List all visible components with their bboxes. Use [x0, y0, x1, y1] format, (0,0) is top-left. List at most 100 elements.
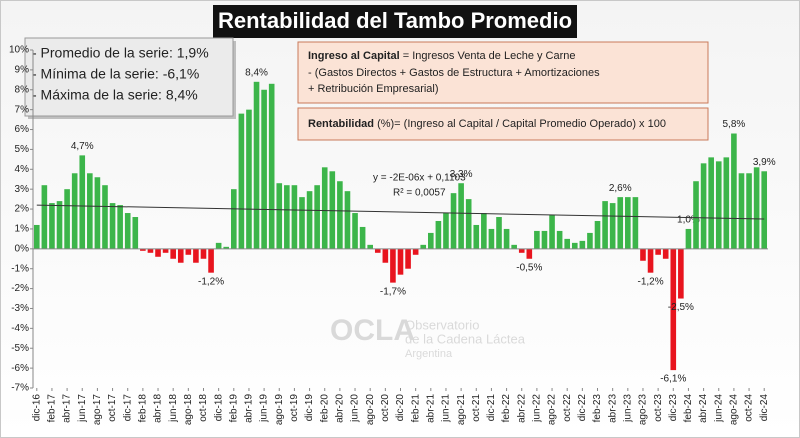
bar: [700, 163, 707, 249]
bar: [64, 189, 70, 249]
bar: [215, 242, 222, 249]
bar: [534, 230, 540, 249]
bar: [284, 185, 290, 249]
bar: [685, 228, 692, 249]
bar: [299, 197, 305, 249]
y-tick-label: -2%: [11, 283, 29, 294]
value-label: -2,5%: [668, 302, 694, 313]
bar: [458, 183, 464, 249]
x-tick-label: ago-17: [92, 394, 103, 426]
x-tick-label: oct-22: [562, 394, 573, 422]
y-tick-label: 5%: [15, 144, 30, 155]
y-tick-label: -3%: [11, 303, 29, 314]
bar: [321, 167, 328, 249]
formula-term: Ingreso al Capital: [308, 50, 400, 62]
bar: [337, 181, 343, 249]
x-tick-label: oct-17: [107, 394, 118, 422]
x-tick-label: feb-24: [683, 394, 694, 423]
bar: [306, 191, 313, 249]
bar: [276, 183, 283, 249]
bar: [49, 203, 55, 249]
bar: [268, 83, 275, 249]
bar: [397, 248, 404, 275]
bar: [594, 220, 601, 249]
x-tick-label: abr-23: [607, 394, 618, 423]
value-label: 3,9%: [753, 157, 776, 168]
bar: [450, 193, 457, 249]
bar: [587, 232, 593, 249]
stat: - Máxima de la serie: 8,4%: [32, 87, 198, 103]
bar: [496, 217, 502, 249]
bar: [170, 248, 176, 259]
bar: [208, 248, 214, 273]
trend-r2: R² = 0,0057: [393, 188, 446, 199]
bar: [678, 248, 684, 299]
trendline: [36, 204, 765, 220]
y-tick-label: 8%: [15, 84, 30, 95]
bar: [428, 232, 434, 249]
watermark-logo: OCLA: [330, 314, 415, 347]
x-tick-label: feb-19: [228, 394, 239, 423]
bar: [132, 217, 139, 249]
bar: [488, 228, 495, 249]
x-tick-label: ago-19: [274, 394, 285, 426]
x-tick-label: feb-20: [319, 394, 330, 423]
value-label: 5,8%: [723, 119, 746, 130]
x-tick-label: feb-18: [138, 394, 149, 423]
value-label: -0,5%: [516, 262, 542, 273]
bar: [253, 81, 260, 249]
bar: [246, 109, 252, 249]
y-tick-label: 1%: [15, 224, 30, 235]
bar: [564, 238, 571, 249]
x-tick-label: feb-22: [501, 394, 512, 423]
bar: [102, 185, 108, 249]
y-tick-label: 9%: [15, 65, 30, 76]
title-box: [213, 5, 577, 38]
x-tick-label: abr-22: [516, 394, 527, 423]
x-tick-label: dic-18: [213, 394, 224, 422]
definition-box: [297, 107, 709, 141]
bar: [71, 173, 78, 249]
formula-line: Ingreso al Capital = Ingresos Venta de L…: [308, 50, 576, 62]
value-label: -1,2%: [637, 276, 663, 287]
x-tick-label: dic-21: [486, 394, 497, 422]
x-tick-label: abr-20: [335, 394, 346, 423]
bar: [238, 113, 245, 249]
bar: [693, 181, 699, 249]
bar: [382, 248, 389, 263]
x-tick-label: oct-19: [289, 394, 300, 422]
bar: [465, 199, 472, 249]
bar: [625, 197, 631, 249]
y-tick-label: 7%: [15, 104, 30, 115]
bar: [177, 248, 184, 263]
y-tick-label: 10%: [9, 45, 29, 56]
bar: [579, 240, 586, 249]
x-tick-label: ago-24: [729, 394, 740, 426]
bar: [503, 228, 510, 249]
y-tick-label: -1%: [11, 263, 29, 274]
x-tick-label: oct-21: [471, 394, 482, 422]
x-tick-label: jun-22: [532, 394, 543, 423]
bar: [541, 230, 548, 249]
bar: [761, 171, 768, 249]
watermark-text: Observatorio: [405, 317, 479, 332]
x-tick-label: abr-17: [62, 394, 73, 423]
bar: [473, 224, 480, 249]
bar: [715, 161, 722, 249]
x-tick-label: dic-24: [759, 394, 770, 422]
y-tick-label: 2%: [15, 204, 30, 215]
chart-title: Rentabilidad del Tambo Promedio: [218, 8, 572, 33]
bar: [140, 248, 146, 251]
bar: [602, 201, 608, 249]
value-label: 3,3%: [450, 169, 473, 180]
bar: [662, 248, 669, 259]
definition-text: (%)= (Ingreso al Capital / Capital Prome…: [374, 118, 666, 130]
trend-equation: y = -2E-06x + 0,1103: [373, 173, 466, 184]
value-label: 4,7%: [71, 141, 94, 152]
bar: [367, 244, 373, 249]
bar: [571, 242, 578, 249]
bar: [405, 248, 411, 269]
stat: - Mínima de la serie: -6,1%: [32, 66, 199, 82]
